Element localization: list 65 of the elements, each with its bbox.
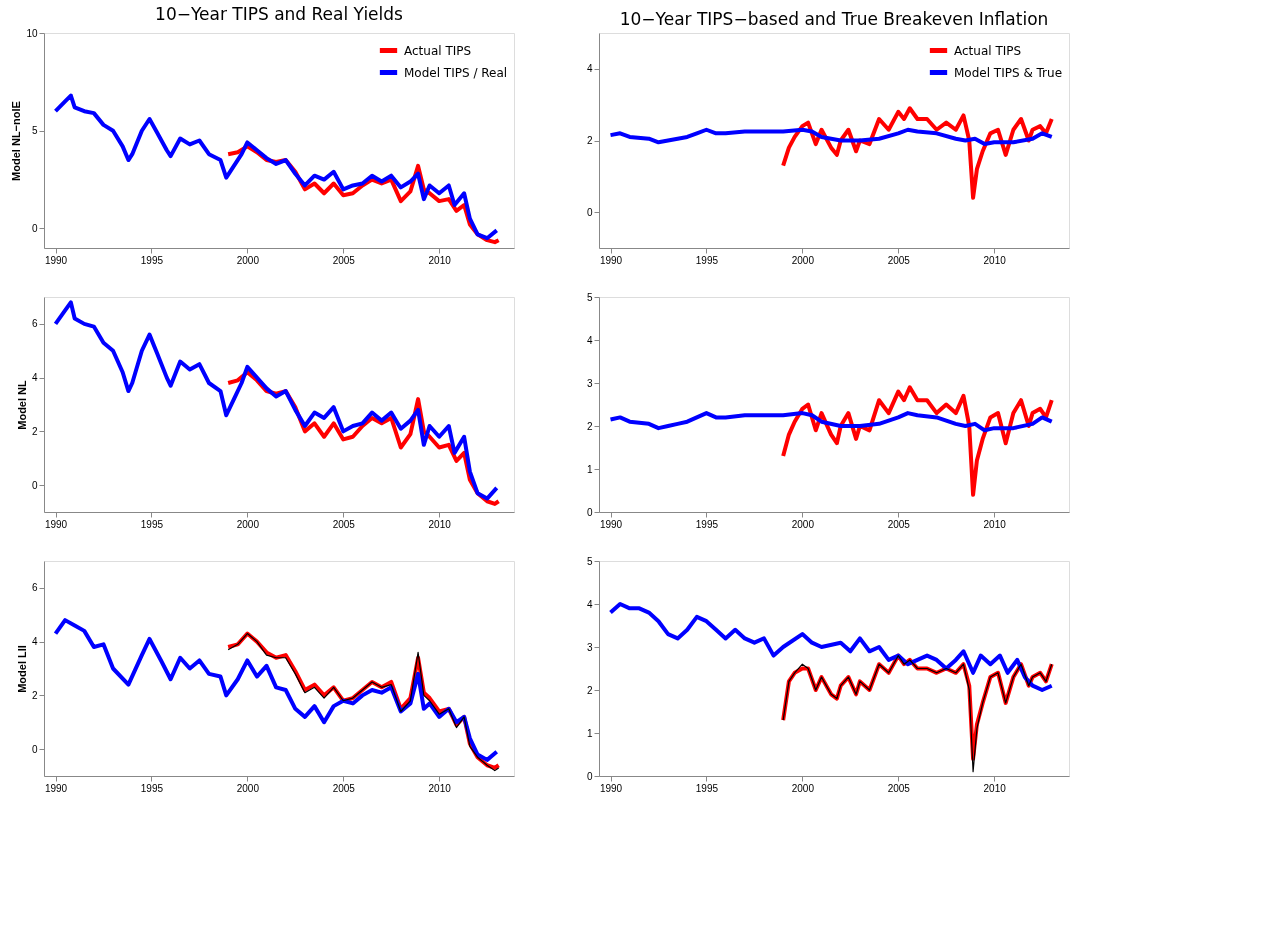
y-tick-label: 0 bbox=[586, 506, 593, 518]
y-tick-label: 5 bbox=[586, 555, 593, 567]
y-tick-label: 4 bbox=[31, 636, 38, 648]
x-tick-label: 2000 bbox=[791, 518, 815, 530]
y-axis-title: Model NL−noIE bbox=[10, 101, 23, 181]
y-tick-label: 2 bbox=[31, 689, 38, 701]
x-tick-label: 1990 bbox=[599, 518, 623, 530]
x-tick-label: 2010 bbox=[428, 782, 452, 794]
y-tick-label: 0 bbox=[31, 743, 38, 755]
x-tick-label: 1990 bbox=[599, 254, 623, 266]
x-tick-label: 2005 bbox=[887, 254, 911, 266]
y-tick-label: 2 bbox=[586, 135, 593, 146]
x-tick-label: 2000 bbox=[236, 518, 260, 530]
x-tick-label: 2000 bbox=[236, 254, 260, 266]
y-tick-label: 10 bbox=[26, 27, 38, 39]
y-tick-label: 0 bbox=[31, 222, 38, 234]
legend-label: Actual TIPS bbox=[954, 43, 1022, 58]
x-tick-label: 2010 bbox=[983, 254, 1007, 266]
y-tick-label: 6 bbox=[31, 582, 38, 594]
x-tick-label: 2000 bbox=[791, 254, 815, 266]
chart-title: 10−Year TIPS−based and True Breakeven Inflation bbox=[619, 9, 1049, 29]
x-tick-label: 2010 bbox=[428, 518, 452, 530]
chart-title: 10−Year TIPS and Real Yields bbox=[155, 4, 404, 24]
y-tick-label: 3 bbox=[586, 641, 593, 653]
x-tick-label: 2005 bbox=[332, 518, 356, 530]
x-tick-label: 1995 bbox=[140, 518, 164, 530]
y-tick-label: 4 bbox=[586, 334, 593, 346]
x-tick-label: 1990 bbox=[44, 518, 68, 530]
x-tick-label: 2010 bbox=[983, 782, 1007, 794]
x-tick-label: 2005 bbox=[332, 782, 356, 794]
y-tick-label: 2 bbox=[586, 420, 593, 432]
y-tick-label: 4 bbox=[586, 598, 593, 610]
x-tick-label: 1995 bbox=[695, 254, 719, 266]
y-tick-label: 4 bbox=[31, 372, 38, 384]
y-tick-label: 3 bbox=[586, 377, 593, 389]
y-tick-label: 2 bbox=[586, 684, 593, 696]
y-tick-label: 2 bbox=[31, 425, 38, 437]
y-tick-label: 5 bbox=[31, 125, 38, 137]
y-tick-label: 0 bbox=[31, 479, 38, 491]
y-tick-label: 6 bbox=[31, 318, 38, 330]
x-tick-label: 1995 bbox=[695, 782, 719, 794]
y-tick-label: 1 bbox=[586, 463, 593, 475]
x-tick-label: 1990 bbox=[599, 782, 623, 794]
x-tick-label: 1990 bbox=[44, 782, 68, 794]
x-tick-label: 2005 bbox=[887, 518, 911, 530]
y-tick-label: 4 bbox=[586, 63, 593, 75]
legend-label: Model TIPS & True bbox=[954, 65, 1063, 80]
x-tick-label: 2005 bbox=[332, 254, 356, 266]
legend-label: Model TIPS / Real bbox=[404, 65, 508, 80]
y-axis-title: Model NL bbox=[15, 379, 28, 430]
x-tick-label: 1995 bbox=[140, 782, 164, 794]
y-tick-label: 0 bbox=[586, 206, 593, 218]
x-tick-label: 1995 bbox=[140, 254, 164, 266]
y-axis-title: Model LII bbox=[15, 645, 28, 693]
x-tick-label: 2005 bbox=[887, 782, 911, 794]
y-tick-label: 1 bbox=[586, 727, 593, 739]
x-tick-label: 2000 bbox=[791, 782, 815, 794]
x-tick-label: 1990 bbox=[44, 254, 68, 266]
x-tick-label: 2010 bbox=[428, 254, 452, 266]
legend-label: Actual TIPS bbox=[404, 43, 472, 58]
x-tick-label: 1995 bbox=[695, 518, 719, 530]
x-tick-label: 2000 bbox=[236, 782, 260, 794]
x-tick-label: 2010 bbox=[983, 518, 1007, 530]
y-tick-label: 0 bbox=[586, 770, 593, 782]
y-tick-label: 5 bbox=[586, 291, 593, 303]
